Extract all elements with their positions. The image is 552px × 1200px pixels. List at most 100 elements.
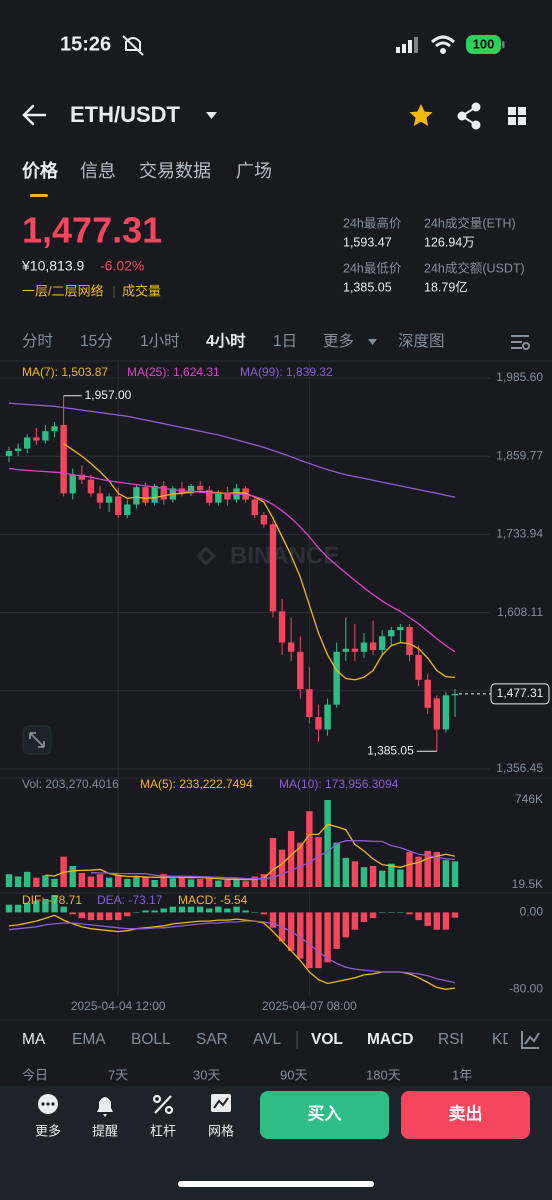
volume-bar <box>69 866 76 887</box>
candle-body <box>42 431 49 441</box>
indicator[interactable]: BOLL <box>131 1031 171 1048</box>
macd-bar <box>424 912 431 926</box>
range[interactable]: 30天 <box>193 1067 220 1082</box>
range[interactable]: 7天 <box>108 1067 128 1082</box>
interval-active[interactable]: 4小时 <box>206 332 246 350</box>
y-tick-label: 746K <box>515 792 543 806</box>
price-change: -6.02% <box>100 258 144 274</box>
candle-body <box>69 474 76 494</box>
tab[interactable]: 信息 <box>80 161 116 181</box>
nav-label[interactable]: 网格 <box>208 1123 234 1138</box>
signal-icon <box>396 37 418 53</box>
back-button[interactable] <box>22 104 47 126</box>
macd-bar <box>233 906 240 913</box>
macd-bar <box>442 912 450 930</box>
macd-bar <box>5 904 13 913</box>
alert-icon[interactable] <box>97 1097 113 1117</box>
interval[interactable]: 15分 <box>80 332 113 350</box>
nav-label[interactable]: 杠杆 <box>150 1123 176 1138</box>
grid-icon[interactable] <box>211 1094 231 1112</box>
interval[interactable]: 1小时 <box>140 332 180 350</box>
nav-label[interactable]: 更多 <box>35 1123 61 1138</box>
candle-body <box>96 493 104 503</box>
indicator[interactable]: SAR <box>196 1031 228 1048</box>
interval[interactable]: 更多 <box>323 332 354 350</box>
indicator-settings[interactable] <box>521 1031 540 1049</box>
last-price-box <box>490 683 550 705</box>
indicator[interactable]: RSI <box>438 1031 464 1048</box>
macd-bar <box>369 912 377 919</box>
volume-bar <box>378 870 386 887</box>
macd-bar <box>242 910 249 913</box>
macd-bar <box>378 912 386 913</box>
macd-bar <box>24 902 31 913</box>
volume-bar <box>51 878 58 887</box>
candle-body <box>378 636 386 650</box>
macd-bar <box>78 912 86 919</box>
indicator[interactable]: AVL <box>253 1031 282 1048</box>
y-tick-label: 1,356.45 <box>496 761 543 775</box>
volume-bar <box>169 878 177 887</box>
expand-button[interactable] <box>22 725 52 755</box>
indicator[interactable]: MA <box>22 1031 46 1048</box>
macd-bar <box>87 912 95 921</box>
indicator-line <box>8 402 456 498</box>
range[interactable]: 180天 <box>366 1067 401 1082</box>
more-icon[interactable] <box>38 1094 58 1114</box>
candle-body <box>206 490 213 503</box>
volume-bar <box>360 867 368 887</box>
buy-button[interactable] <box>260 1091 389 1139</box>
pair-title[interactable]: ETH/USDT <box>70 102 181 127</box>
volume-bar <box>133 875 140 887</box>
range[interactable]: 1年 <box>452 1067 472 1082</box>
tab[interactable]: 价格 <box>22 160 59 181</box>
macd-bar <box>151 910 158 913</box>
menu-grid[interactable] <box>508 107 526 125</box>
candle-body <box>406 626 413 655</box>
nav-label[interactable]: 提醒 <box>92 1123 118 1138</box>
range[interactable]: 今日 <box>22 1067 48 1082</box>
candle-body <box>78 474 86 480</box>
sell-button[interactable] <box>401 1091 530 1139</box>
tag[interactable]: 成交量 <box>122 283 161 298</box>
macd-bar <box>333 912 340 949</box>
watermark-logo <box>196 546 216 566</box>
volume-bar <box>333 842 340 887</box>
candle-body <box>278 611 286 643</box>
y-tick-label: 19.5K <box>512 877 543 891</box>
macd-bar <box>360 912 368 923</box>
candle-body <box>260 515 268 525</box>
macd-bar <box>315 912 322 969</box>
candle-body <box>151 485 158 503</box>
interval[interactable]: 深度图 <box>398 332 445 350</box>
favorite-star[interactable] <box>409 104 433 126</box>
indicator[interactable]: EMA <box>72 1031 106 1048</box>
volume-bar <box>287 831 295 887</box>
wifi-icon <box>430 35 456 54</box>
candle-body <box>215 493 222 503</box>
indicator[interactable]: VOL <box>311 1031 343 1048</box>
share-button[interactable] <box>457 102 481 130</box>
interval[interactable]: 分时 <box>22 332 53 350</box>
tab[interactable]: 广场 <box>236 161 272 181</box>
leverage-icon[interactable] <box>152 1094 174 1115</box>
sell-label[interactable]: 卖出 <box>449 1103 483 1123</box>
candle-body <box>33 437 40 441</box>
chart-settings[interactable] <box>511 335 530 350</box>
range[interactable]: 90天 <box>280 1067 307 1082</box>
tab[interactable]: 交易数据 <box>139 161 211 181</box>
buy-label[interactable]: 买入 <box>308 1104 342 1123</box>
tab-indicator <box>30 194 48 197</box>
volume-bar <box>142 877 149 887</box>
volume-bar <box>24 871 31 887</box>
volume-bar <box>42 875 49 887</box>
volume-bar <box>87 876 95 887</box>
y-tick-label: 0.00 <box>520 905 544 919</box>
mute-icon <box>122 35 144 56</box>
indicator[interactable]: MACD <box>367 1031 414 1048</box>
macd-bar <box>224 908 231 913</box>
pair-dropdown[interactable] <box>206 112 217 119</box>
tag[interactable]: 一层/二层网络 <box>22 283 104 298</box>
interval[interactable]: 1日 <box>273 333 297 350</box>
indicator-line <box>8 467 456 653</box>
